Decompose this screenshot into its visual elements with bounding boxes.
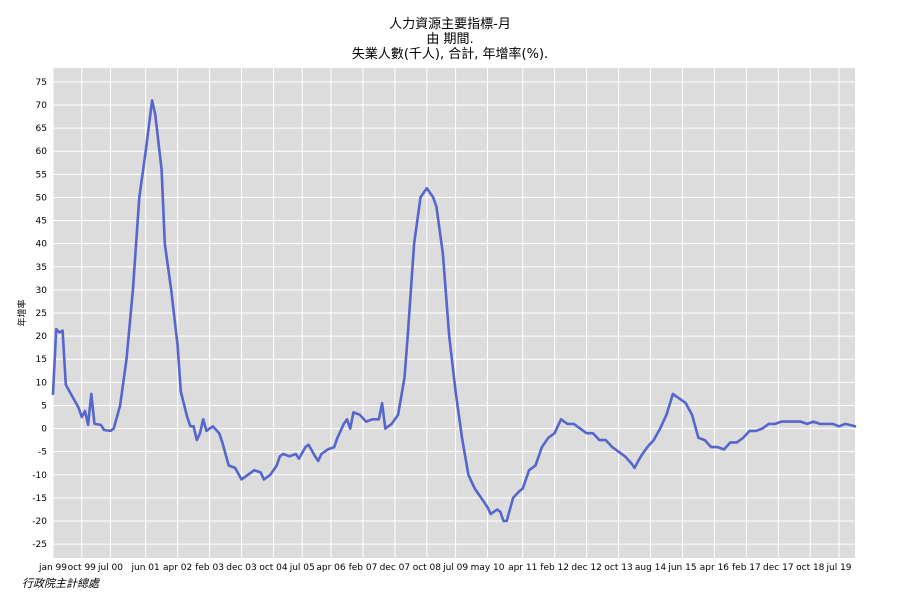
- x-tick-label: apr 02: [163, 563, 192, 573]
- grid: [52, 68, 855, 558]
- x-tick-label: oct 18: [796, 563, 825, 573]
- x-tick-label: apr 06: [316, 563, 346, 573]
- y-tick-label: 55: [36, 170, 47, 180]
- x-tick-label: may 10: [471, 563, 505, 573]
- y-tick-label: -25: [32, 540, 47, 550]
- x-tick-label: feb 12: [540, 563, 569, 573]
- x-tick-label: dec 12: [571, 563, 602, 573]
- y-tick-label: 25: [36, 309, 47, 319]
- x-tick-label: jul 05: [289, 563, 315, 573]
- x-tick-label: jun 15: [667, 563, 696, 573]
- y-tick-label: 5: [41, 401, 47, 411]
- chart-title-line-1: 人力資源主要指標-月: [389, 17, 511, 32]
- x-tick-label: oct 04: [259, 563, 288, 573]
- y-tick-label: 40: [36, 240, 48, 250]
- chart-title-line-2: 由 期間.: [426, 32, 473, 47]
- x-tick-label: feb 03: [195, 563, 224, 573]
- chart-title-line-3: 失業人數(千人), 合計, 年增率(%).: [352, 46, 548, 62]
- y-tick-label: 60: [36, 147, 48, 157]
- x-tick-label: jan 99: [38, 563, 67, 573]
- x-axis: jan 99 oct 99 jul 00 jun 01 apr 02 feb 03 dec …: [38, 563, 852, 573]
- y-tick-label: 50: [36, 193, 48, 203]
- x-tick-label: feb 07: [349, 563, 378, 573]
- y-tick-label: 20: [36, 332, 48, 342]
- x-tick-label: dec 07: [380, 563, 411, 573]
- y-tick-label: 65: [36, 124, 47, 134]
- y-tick-label: -10: [32, 471, 47, 481]
- x-tick-label: dec 03: [226, 563, 257, 573]
- x-tick-label: jul 19: [826, 563, 852, 573]
- x-tick-label: apr 11: [508, 563, 537, 573]
- source-credit: 行政院主計總處: [22, 577, 99, 590]
- x-tick-label: jul 09: [442, 563, 468, 573]
- x-tick-label: dec 17: [763, 563, 794, 573]
- y-tick-label: 0: [41, 425, 47, 435]
- x-tick-label: oct 08: [413, 563, 442, 573]
- x-tick-label: oct 99: [68, 563, 97, 573]
- y-tick-label: 75: [36, 78, 47, 88]
- x-tick-label: jul 00: [97, 563, 123, 573]
- series-layer: [51, 99, 857, 523]
- y-tick-label: 10: [36, 378, 48, 388]
- y-tick-label: 35: [36, 263, 47, 273]
- y-tick-label: 15: [36, 355, 47, 365]
- y-tick-label: 45: [36, 217, 47, 227]
- y-tick-label: 70: [36, 101, 48, 111]
- x-tick-label: oct 13: [604, 563, 632, 573]
- y-axis: -25 -20 -15 -10 -5 0 5 10 15 20 25 30 35 40 45 50 55 60 65…: [32, 78, 47, 550]
- x-tick-label: apr 16: [700, 563, 730, 573]
- y-tick-label: -5: [38, 448, 47, 458]
- y-axis-label: 年增率: [16, 299, 28, 326]
- y-tick-label: -20: [32, 517, 47, 527]
- series-line-0: [51, 99, 857, 523]
- y-tick-label: -15: [32, 494, 47, 504]
- y-tick-label: 30: [36, 286, 48, 296]
- x-tick-label: feb 17: [732, 563, 761, 573]
- x-tick-label: jun 01: [131, 563, 160, 573]
- x-tick-label: aug 14: [635, 563, 667, 573]
